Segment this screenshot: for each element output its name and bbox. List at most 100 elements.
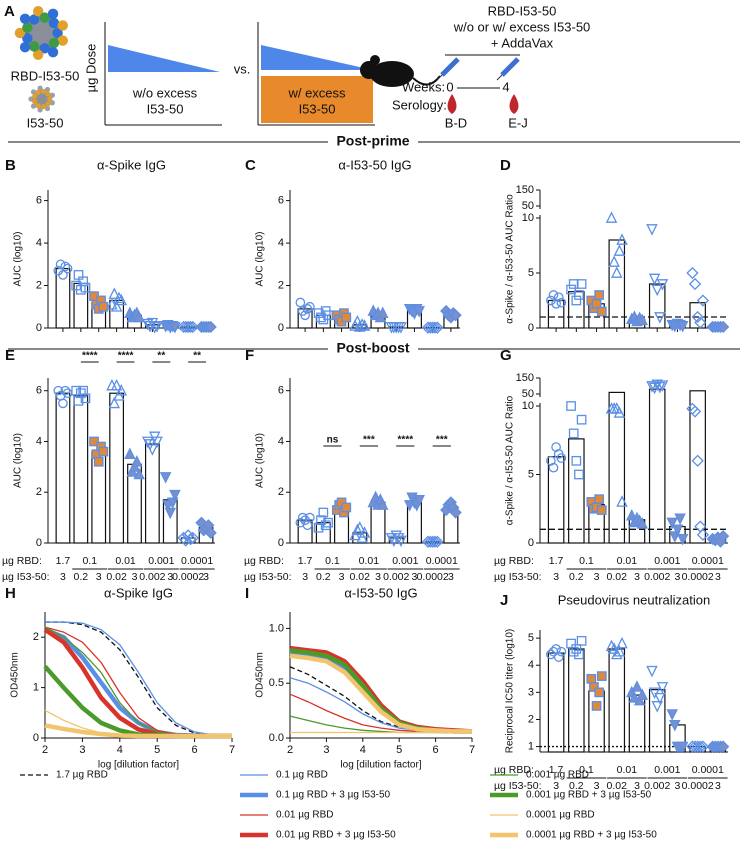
data-point <box>654 312 666 324</box>
data-point <box>546 295 556 306</box>
bar <box>55 267 71 329</box>
particle-subunit <box>19 42 31 53</box>
particle-subunit <box>28 96 34 102</box>
data-point <box>80 282 91 293</box>
data-point <box>151 436 163 449</box>
particle-subunit <box>32 49 44 60</box>
particle-subunit <box>22 22 33 33</box>
data-point <box>426 535 439 548</box>
y-tick-label: 6 <box>36 385 42 397</box>
data-point <box>696 528 710 541</box>
particle-subunit <box>49 92 55 98</box>
data-point <box>110 378 123 391</box>
data-point <box>98 446 109 457</box>
particle-subunit <box>49 100 55 106</box>
bar <box>73 395 89 544</box>
data-point <box>613 406 626 418</box>
curve <box>44 626 232 737</box>
blood-drop <box>509 94 519 114</box>
data-point <box>646 381 658 393</box>
dose-label: 0.002 <box>383 571 409 583</box>
y-tick-label: 6 <box>278 385 284 397</box>
data-point <box>376 306 389 318</box>
data-point <box>688 405 702 418</box>
y-axis-label: OD450nm <box>255 652 266 698</box>
x-tick-label: 3 <box>323 744 329 756</box>
x-axis-label: log [dilution factor] <box>98 760 179 771</box>
dose-label: 3 <box>203 571 209 583</box>
data-point <box>594 687 605 698</box>
y-tick-label: 0.5 <box>269 677 284 689</box>
serology-label: Serology: <box>392 97 447 112</box>
data-point <box>568 279 579 289</box>
data-point <box>106 297 118 310</box>
data-point <box>302 304 313 314</box>
data-point <box>553 652 564 662</box>
data-point <box>113 291 125 304</box>
data-point <box>556 646 567 657</box>
data-point <box>611 266 623 278</box>
x-tick-label: 6 <box>192 744 198 756</box>
y-tick-label: 4 <box>36 237 42 249</box>
y-tick-label: 150 <box>516 184 534 196</box>
particle-subunit <box>48 17 60 29</box>
dose-label: 3 <box>634 780 640 792</box>
data-point <box>633 693 646 706</box>
data-point <box>586 673 597 684</box>
bar <box>588 690 605 753</box>
y-tick-label: 4 <box>278 237 284 249</box>
data-point <box>55 259 66 270</box>
dose-label: 3 <box>302 571 308 583</box>
data-point <box>58 270 68 280</box>
x-tick-label: 5 <box>396 744 402 756</box>
legend-label: 0.0001 µg RBD + 3 µg I53-50 <box>526 830 657 841</box>
dose-label: 0.2 <box>569 571 584 583</box>
particle-subunit <box>32 93 38 99</box>
legend-label: 0.01 µg RBD <box>276 810 333 821</box>
dose-row-title: µg I53-50: <box>494 780 542 792</box>
data-point <box>182 320 195 334</box>
data-point <box>376 498 389 510</box>
y-tick-label: 0 <box>36 322 42 334</box>
particle-subunit <box>47 46 59 58</box>
dose-label: 0.0001 <box>692 555 724 567</box>
data-point <box>651 284 663 297</box>
dose-label: 0.01 <box>115 555 136 567</box>
data-point <box>666 709 678 721</box>
particle-subunit <box>44 105 51 112</box>
particle-subunit <box>57 20 68 31</box>
immunogen-label: w/o or w/ excess I53-50 <box>453 19 591 34</box>
y-tick-label: 5 <box>528 468 534 480</box>
particle-subunit <box>57 35 68 46</box>
particle-subunit <box>48 37 60 49</box>
y-tick-label: 1.0 <box>269 622 284 634</box>
bar <box>648 283 666 329</box>
dose-row-title: µg RBD: <box>244 555 284 567</box>
dose-label: 0.02 <box>607 571 628 583</box>
data-point <box>556 297 567 308</box>
data-point <box>151 321 163 333</box>
data-point <box>431 321 444 334</box>
y-axis-label: AUC (log10) <box>13 231 24 286</box>
bar <box>568 648 585 753</box>
data-point <box>576 635 587 646</box>
data-point <box>566 638 576 649</box>
y-tick-label: 4 <box>528 659 534 671</box>
data-point <box>164 507 177 520</box>
dose-label: 0.1 <box>579 764 594 776</box>
curve <box>44 723 232 739</box>
bar <box>608 391 626 544</box>
significance-label: ns <box>327 435 339 446</box>
mouse-body <box>370 61 414 87</box>
data-point <box>186 320 199 334</box>
dose-label: 0.002 <box>644 780 670 792</box>
dose-label: 1.7 <box>298 555 313 567</box>
y-tick-label: 1 <box>33 682 39 694</box>
data-point <box>688 740 702 753</box>
bar <box>547 456 565 544</box>
particle-subunit <box>39 12 50 23</box>
x-tick-label: 5 <box>154 744 160 756</box>
y-axis-label: OD450nm <box>10 652 21 698</box>
data-point <box>62 263 73 274</box>
data-point <box>426 321 439 334</box>
